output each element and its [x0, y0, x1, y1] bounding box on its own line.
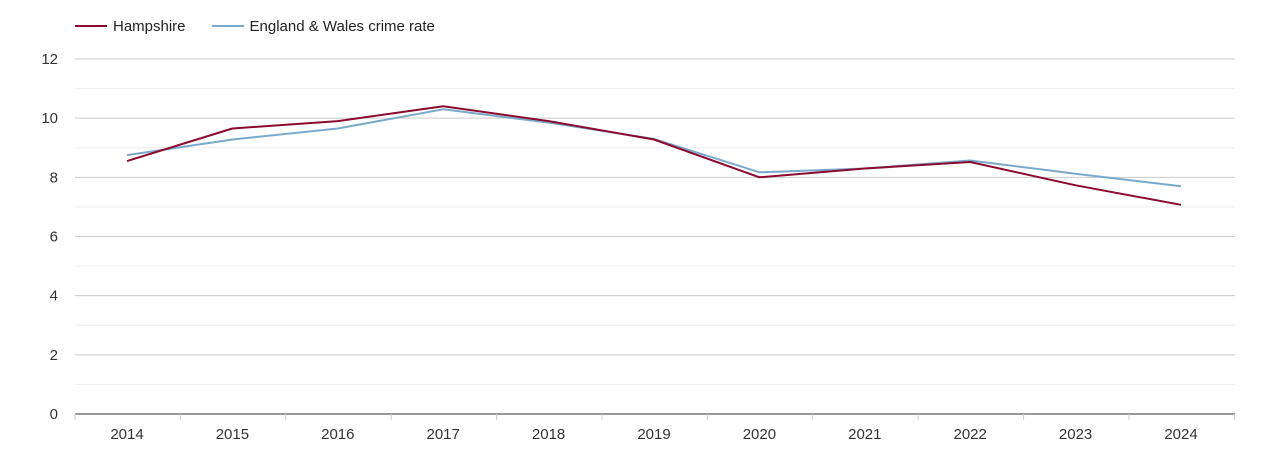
series-line-hampshire[interactable] — [126, 105, 1182, 206]
legend-label-england-wales: England & Wales crime rate — [249, 17, 435, 35]
x-tick-label: 2015 — [216, 426, 249, 443]
x-tick-label: 2023 — [1059, 426, 1092, 443]
y-tick-label: 4 — [50, 288, 58, 305]
legend-swatch-hampshire — [75, 25, 107, 27]
y-tick-label: 8 — [50, 169, 58, 186]
y-tick-label: 12 — [41, 51, 58, 68]
x-tick-label: 2020 — [743, 426, 776, 443]
legend: Hampshire England & Wales crime rate — [75, 15, 461, 37]
y-tick-label: 6 — [50, 229, 58, 246]
legend-label-hampshire: Hampshire — [113, 17, 186, 35]
y-tick-label: 0 — [50, 406, 58, 423]
y-tick-label: 10 — [41, 110, 58, 127]
x-tick-label: 2014 — [110, 426, 143, 443]
x-tick-label: 2022 — [954, 426, 987, 443]
legend-item-england-wales[interactable]: England & Wales crime rate — [211, 17, 435, 35]
x-tick-label: 2021 — [848, 426, 881, 443]
legend-swatch-england-wales — [211, 25, 244, 27]
x-tick-label: 2019 — [637, 426, 670, 443]
x-tick-label: 2016 — [321, 426, 354, 443]
legend-item-hampshire[interactable]: Hampshire — [75, 18, 186, 35]
x-tick-label: 2024 — [1164, 426, 1197, 443]
x-tick-label: 2018 — [532, 426, 565, 443]
x-tick-label: 2017 — [427, 426, 460, 443]
y-tick-label: 2 — [50, 347, 58, 364]
